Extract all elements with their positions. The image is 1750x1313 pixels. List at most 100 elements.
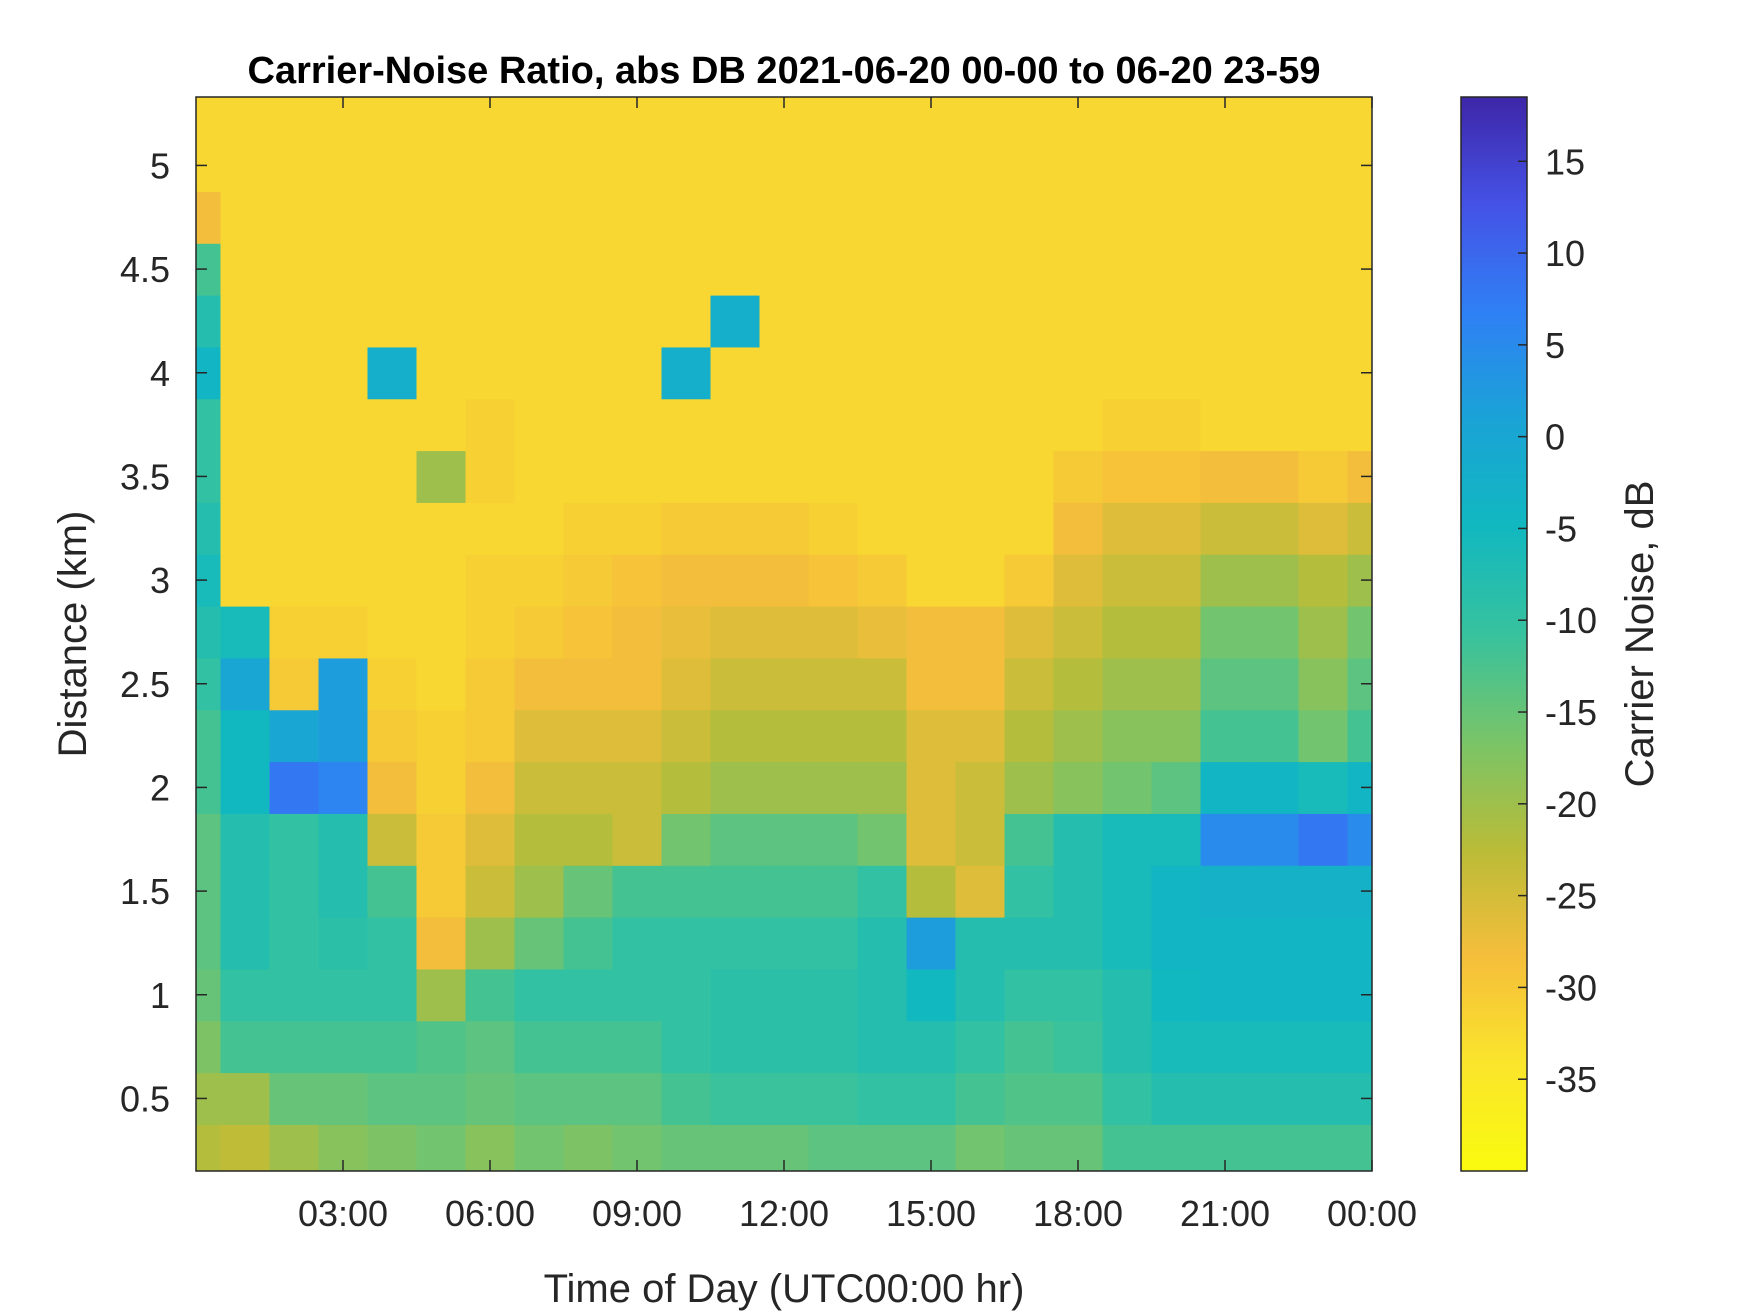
heatmap-cell [710,1072,761,1125]
heatmap-cell [955,243,1006,296]
colorbar-tick-label: 10 [1545,233,1585,274]
heatmap-cell [367,191,418,244]
heatmap-cell [759,243,810,296]
heatmap-cell [1102,813,1153,866]
x-axis: 03:00 06:00 09:00 12:00 15:00 18:00 21:00 00:00 [298,97,1417,1234]
colorbar-tick-label: -10 [1545,600,1597,641]
heatmap-cell [759,191,810,244]
heatmap-cell [514,657,565,711]
heatmap-cell [269,346,320,400]
heatmap-cell [1249,1020,1300,1074]
heatmap-cell [710,502,761,555]
heatmap-cell [857,243,908,296]
heatmap-cell [955,1020,1006,1074]
heatmap-cell [661,295,712,348]
heatmap-cell [1004,191,1055,244]
heatmap-cell [416,865,467,918]
heatmap-cell [514,346,565,400]
heatmap-cell [1298,657,1349,711]
heatmap-cell [906,1020,957,1074]
heatmap-cell [563,709,614,763]
heatmap-cell [318,606,369,659]
heatmap-cell [906,606,957,659]
heatmap-cell [1102,657,1153,711]
heatmap-cell [318,502,369,555]
heatmap-cell [857,709,908,763]
heatmap-cell [1151,606,1202,659]
heatmap-cell [1004,606,1055,659]
heatmap-cell [269,398,320,452]
heatmap-cell [906,139,957,192]
heatmap-cell [1347,1020,1372,1074]
heatmap-cell [1200,191,1251,244]
heatmap-cell [612,346,663,400]
y-tick-label: 1.5 [120,871,170,912]
heatmap-cell [661,709,712,763]
heatmap-cell [220,813,271,866]
heatmap-cell [220,709,271,763]
heatmap-cell [269,1020,320,1074]
heatmap-cell [563,295,614,348]
heatmap-cell [514,450,565,503]
heatmap-cell [220,917,271,970]
heatmap-cell [514,968,565,1022]
heatmap-cell [367,1124,418,1171]
heatmap-cell [661,1020,712,1074]
heatmap-cell [857,606,908,659]
heatmap-cell [1151,865,1202,918]
heatmap-cell [906,295,957,348]
heatmap-cell [906,657,957,711]
heatmap-cell [808,917,859,970]
heatmap-cell [1102,761,1153,814]
heatmap-cell [367,709,418,763]
heatmap-cell [1347,97,1372,141]
heatmap-cell [1200,243,1251,296]
heatmap-cell [857,657,908,711]
heatmap-cell [563,139,614,192]
heatmap-cell [808,813,859,866]
heatmap-cell [1298,1072,1349,1125]
heatmap-cell [563,191,614,244]
heatmap-cell [808,865,859,918]
heatmap-cell [661,865,712,918]
heatmap-cell [1004,1072,1055,1125]
x-tick-label: 21:00 [1180,1193,1270,1234]
colorbar-tick-label: -20 [1545,784,1597,825]
heatmap-cell [661,346,712,400]
heatmap-cell [465,657,516,711]
heatmap-cell [1347,398,1372,452]
heatmap-cell [318,813,369,866]
heatmap-cell [563,97,614,141]
heatmap-cell [1200,865,1251,918]
heatmap-cell [661,813,712,866]
heatmap-cell [465,761,516,814]
heatmap-cell [857,865,908,918]
heatmap-cell [955,865,1006,918]
heatmap-cell [1102,968,1153,1022]
heatmap-cell [563,1020,614,1074]
heatmap-cell [612,968,663,1022]
heatmap-cell [857,398,908,452]
heatmap-cell [416,657,467,711]
heatmap-cell [759,97,810,141]
heatmap-cell [1347,709,1372,763]
heatmap-cell [1249,398,1300,452]
heatmap-cell [465,813,516,866]
heatmap-cell [1102,450,1153,503]
heatmap-cell [563,761,614,814]
heatmap-cell [465,139,516,192]
heatmap-cell [759,865,810,918]
heatmap-cell [318,191,369,244]
heatmap-cell [1298,554,1349,607]
heatmap-cell [1004,97,1055,141]
heatmap-cell [1004,450,1055,503]
heatmap-cell [220,243,271,296]
heatmap-cell [808,191,859,244]
heatmap-cell [1200,450,1251,503]
x-tick-label: 09:00 [592,1193,682,1234]
heatmap-cell [1347,295,1372,348]
heatmap-cell [906,968,957,1022]
heatmap-cell [196,502,222,555]
heatmap-cell [808,606,859,659]
heatmap-cell [269,917,320,970]
